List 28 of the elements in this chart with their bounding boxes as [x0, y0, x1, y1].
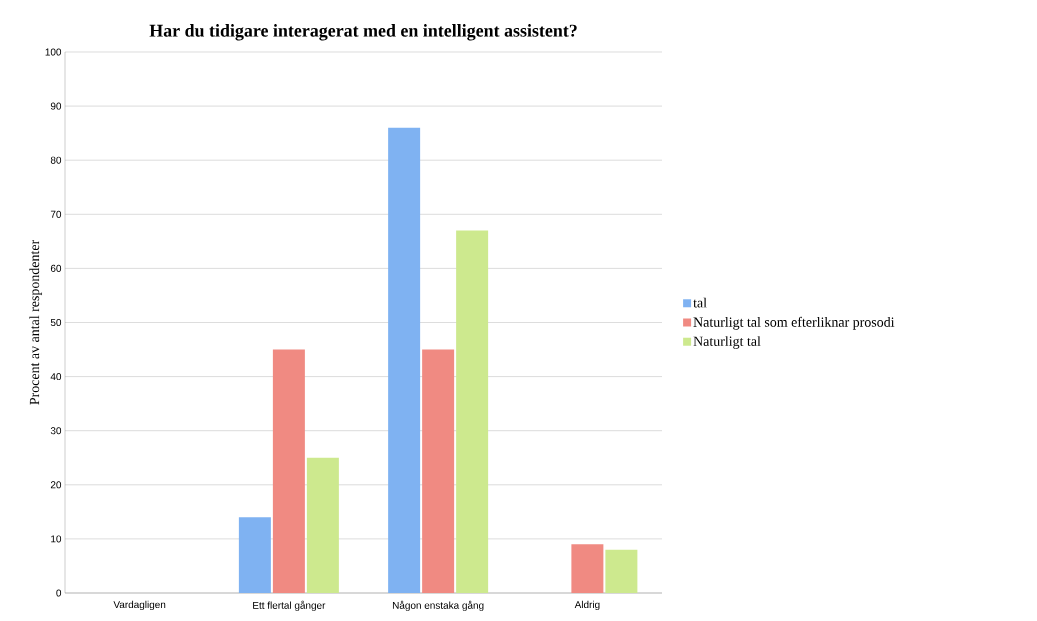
- legend-label: Naturligt tal: [693, 336, 761, 349]
- y-tick-label: 70: [50, 210, 62, 218]
- bar: [272, 349, 305, 593]
- y-tick-label: 50: [50, 318, 62, 327]
- chart-title: Har du tidigare interagerat med en intelligent assistent?: [149, 24, 577, 41]
- bar: [388, 127, 421, 593]
- y-axis-title: Procent av antal respondenter: [29, 239, 43, 405]
- x-tick-label: Vardagligen: [113, 600, 166, 611]
- bar: [422, 349, 455, 593]
- y-tick-label: 40: [50, 373, 62, 381]
- y-tick-label: 0: [56, 589, 62, 597]
- y-tick-label: 10: [51, 535, 62, 543]
- y-tick-label: 100: [45, 48, 62, 56]
- legend-label: Naturligt tal som efterliknar prosodi: [693, 316, 895, 330]
- y-tick-label: 30: [50, 427, 62, 435]
- x-tick-label: Någon enstaka gång: [392, 600, 484, 611]
- y-tick-label: 80: [50, 156, 62, 164]
- y-tick-label: 20: [50, 481, 62, 489]
- legend-label: tal: [693, 297, 707, 308]
- bar: [456, 230, 489, 593]
- bar: [605, 549, 638, 593]
- bar: [306, 457, 339, 593]
- bar: [238, 517, 271, 593]
- y-tick-label: 60: [50, 264, 62, 272]
- y-tick-label: 90: [50, 102, 62, 110]
- bar: [571, 544, 604, 593]
- x-tick-label: Ett flertal gånger: [253, 600, 326, 611]
- x-tick-label: Aldrig: [574, 600, 600, 611]
